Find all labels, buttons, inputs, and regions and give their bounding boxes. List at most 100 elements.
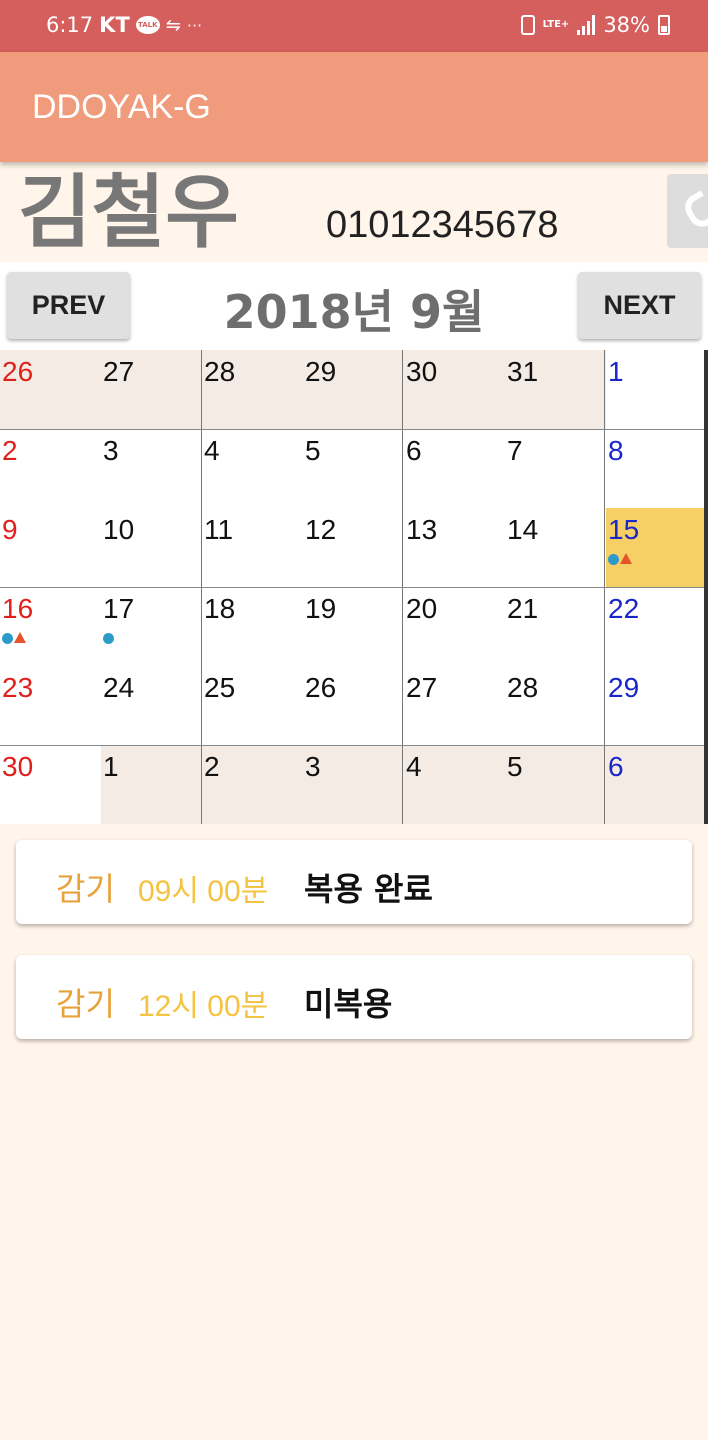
calendar-day[interactable]: 26 — [303, 666, 404, 745]
calendar-day-number: 26 — [305, 672, 337, 703]
dose-card[interactable]: 감기 12시 00분 미복용 — [16, 955, 692, 1039]
calendar-day-number: 29 — [608, 672, 640, 703]
lte-icon: LTE+ — [542, 19, 570, 30]
calendar-day-number: 8 — [608, 435, 624, 466]
calendar-day[interactable]: 22 — [606, 587, 708, 666]
calendar-day[interactable]: 13 — [404, 508, 505, 587]
usb-icon: ⇋ — [165, 14, 181, 36]
calendar-day[interactable]: 27 — [404, 666, 505, 745]
call-button[interactable] — [667, 174, 708, 248]
calendar-day[interactable]: 25 — [202, 666, 303, 745]
dose-status: 미복용 — [304, 985, 393, 1023]
calendar-day-number: 5 — [507, 751, 523, 782]
calendar-day[interactable]: 9 — [0, 508, 101, 587]
calendar-divider — [0, 587, 705, 588]
calendar-day[interactable]: 5 — [505, 745, 606, 824]
calendar-day-number: 27 — [103, 356, 135, 387]
patient-name: 김철우 — [18, 166, 239, 259]
calendar-day-number: 6 — [608, 751, 624, 782]
calendar-day[interactable]: 2 — [0, 429, 101, 508]
battery-percent: 38% — [603, 13, 650, 37]
calendar-divider — [0, 429, 705, 430]
calendar-day-number: 10 — [103, 514, 135, 545]
calendar-day[interactable]: 3 — [101, 429, 202, 508]
calendar-day[interactable]: 16 — [0, 587, 101, 666]
calendar-day-number: 30 — [406, 356, 438, 387]
calendar-day[interactable]: 15 — [606, 508, 708, 587]
signal-icon — [577, 15, 596, 35]
calendar-day-number: 21 — [507, 593, 539, 624]
calendar-day[interactable]: 24 — [101, 666, 202, 745]
calendar-day-number: 9 — [2, 514, 18, 545]
dose-alert-triangle-icon — [620, 553, 632, 564]
next-month-button[interactable]: NEXT — [578, 272, 701, 339]
calendar-day[interactable]: 29 — [606, 666, 708, 745]
calendar-day[interactable]: 4 — [202, 429, 303, 508]
patient-phone: 01012345678 — [326, 204, 559, 246]
calendar-day[interactable]: 21 — [505, 587, 606, 666]
dose-card[interactable]: 감기 09시 00분 복용 완료 — [16, 840, 692, 924]
calendar-day-number: 17 — [103, 593, 135, 624]
calendar-day[interactable]: 6 — [606, 745, 708, 824]
calendar-day[interactable]: 29 — [303, 350, 404, 429]
calendar-day-number: 29 — [305, 356, 337, 387]
calendar-divider — [0, 745, 705, 746]
calendar-day-number: 26 — [2, 356, 34, 387]
calendar-day[interactable]: 28 — [202, 350, 303, 429]
month-title: 2018년 9월 — [223, 285, 485, 339]
calendar-day[interactable]: 10 — [101, 508, 202, 587]
dose-taken-dot-icon — [2, 633, 13, 644]
prev-month-button[interactable]: PREV — [7, 272, 130, 339]
dose-time: 09시 00분 — [138, 875, 269, 908]
calendar-day-number: 1 — [608, 356, 624, 387]
calendar-day-number: 16 — [2, 593, 34, 624]
battery-icon — [658, 15, 670, 35]
calendar-day-number: 13 — [406, 514, 438, 545]
calendar-day-number: 30 — [2, 751, 34, 782]
month-navigation: PREV 2018년 9월 NEXT — [0, 262, 708, 350]
calendar-day[interactable]: 3 — [303, 745, 404, 824]
status-left: 6:17 KT TALK ⇋ ··· — [46, 13, 202, 37]
calendar-day[interactable]: 1 — [606, 350, 708, 429]
calendar-day-number: 22 — [608, 593, 640, 624]
calendar-day-number: 3 — [103, 435, 119, 466]
app-bar: DDOYAK-G — [0, 52, 708, 162]
calendar-day-number: 19 — [305, 593, 337, 624]
calendar-day[interactable]: 6 — [404, 429, 505, 508]
calendar-day-number: 2 — [2, 435, 18, 466]
status-bar: 6:17 KT TALK ⇋ ··· LTE+ 38% — [0, 0, 708, 52]
calendar-day[interactable]: 12 — [303, 508, 404, 587]
calendar-day[interactable]: 4 — [404, 745, 505, 824]
calendar-day[interactable]: 7 — [505, 429, 606, 508]
vibrate-icon — [520, 15, 535, 35]
calendar-day[interactable]: 8 — [606, 429, 708, 508]
calendar-day-number: 4 — [406, 751, 422, 782]
calendar-day[interactable]: 26 — [0, 350, 101, 429]
calendar-day[interactable]: 17 — [101, 587, 202, 666]
calendar-day[interactable]: 30 — [404, 350, 505, 429]
calendar-day[interactable]: 23 — [0, 666, 101, 745]
calendar-day[interactable]: 31 — [505, 350, 606, 429]
calendar-day-number: 6 — [406, 435, 422, 466]
calendar-day[interactable]: 27 — [101, 350, 202, 429]
calendar-day[interactable]: 28 — [505, 666, 606, 745]
calendar-day[interactable]: 30 — [0, 745, 101, 824]
calendar-day[interactable]: 5 — [303, 429, 404, 508]
calendar-day-number: 27 — [406, 672, 438, 703]
calendar-day-number: 24 — [103, 672, 135, 703]
calendar-day[interactable]: 1 — [101, 745, 202, 824]
calendar-day-number: 18 — [204, 593, 236, 624]
calendar-day-number: 31 — [507, 356, 539, 387]
calendar-day-number: 11 — [204, 514, 234, 545]
dose-taken-dot-icon — [103, 633, 114, 644]
calendar-day-number: 15 — [608, 514, 640, 545]
calendar-day[interactable]: 14 — [505, 508, 606, 587]
calendar-day[interactable]: 18 — [202, 587, 303, 666]
calendar-day[interactable]: 19 — [303, 587, 404, 666]
calendar-day[interactable]: 11 — [202, 508, 303, 587]
more-notifications-icon: ··· — [186, 15, 203, 35]
calendar-day-number: 14 — [507, 514, 539, 545]
calendar-day[interactable]: 20 — [404, 587, 505, 666]
calendar-day[interactable]: 2 — [202, 745, 303, 824]
calendar-grid: 26 27 28 29 30 31 1 2 3 4 5 6 7 8 9 10 11 12 13 14 15 16 17 18 1… — [0, 350, 708, 824]
